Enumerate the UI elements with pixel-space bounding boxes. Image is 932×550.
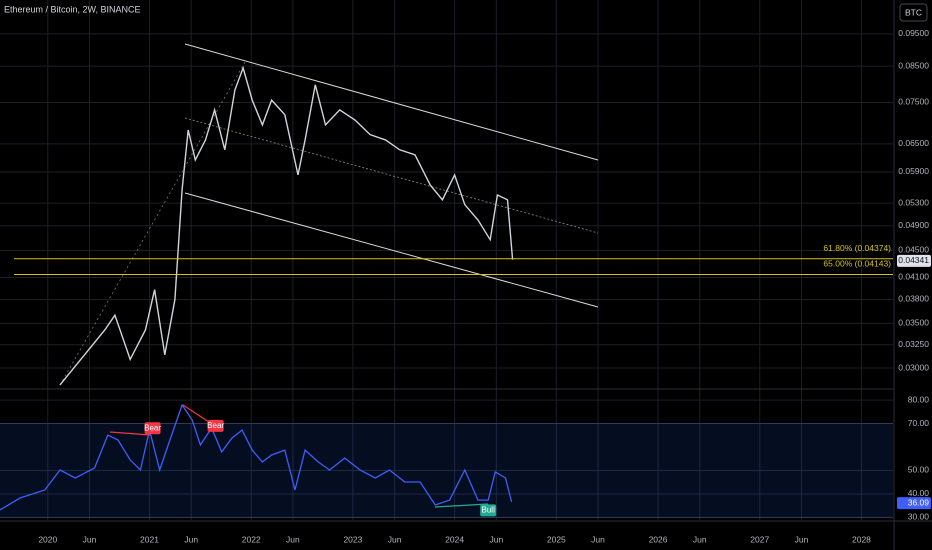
- channel-mid: [184, 117, 599, 234]
- price-tick-label: 0.04500: [898, 245, 929, 255]
- rsi-band: [0, 423, 893, 518]
- time-tick-label: 2022: [242, 534, 261, 544]
- overlay: 2020 Jun 2021 Jun 2022 Jun 2023 Jun 2024 Jun 2025 J…: [38, 28, 931, 544]
- time-tick-label: Jun: [489, 534, 503, 544]
- time-tick-label: Jun: [184, 534, 198, 544]
- time-tick-label: 2023: [343, 534, 362, 544]
- channel: [59, 43, 599, 386]
- divergence-label: Bear: [207, 421, 224, 430]
- rsi-tick-label: 30.00: [908, 512, 930, 522]
- rsi-line: [0, 403, 513, 511]
- price-tick-label: 0.05900: [898, 166, 929, 176]
- divergence-tag: [207, 419, 224, 432]
- divergence-tag: [144, 422, 161, 435]
- time-tick-label: 2026: [649, 534, 668, 544]
- rsi-last-box: [897, 497, 931, 510]
- price-tick-label: 0.03250: [898, 339, 929, 349]
- fib-anchor: [59, 61, 246, 386]
- time-tick-label: Jun: [83, 534, 97, 544]
- price-tick-label: 0.03000: [898, 362, 929, 372]
- fib-label: 65.00% (0.04143): [823, 259, 891, 269]
- divergence-line: [182, 404, 213, 425]
- time-tick-label: 2021: [140, 534, 159, 544]
- price-pane: [14, 65, 893, 386]
- time-tick-label: 2025: [547, 534, 566, 544]
- price-tick-label: 0.06500: [898, 138, 929, 148]
- rsi-pane: [0, 403, 893, 518]
- time-tick-label: 2027: [750, 534, 769, 544]
- currency-button[interactable]: [899, 3, 928, 22]
- time-tick-label: Jun: [795, 534, 809, 544]
- price-tick-label: 0.03500: [898, 318, 929, 328]
- time-tick-label: 2028: [852, 534, 871, 544]
- time-tick-label: Jun: [388, 534, 402, 544]
- last-price-label: 0.04341: [898, 255, 929, 265]
- rsi-tick-label: 50.00: [908, 465, 930, 475]
- price-tick-label: 0.07500: [898, 97, 929, 107]
- symbol-title: Ethereum / Bitcoin, 2W, BINANCE: [4, 4, 141, 14]
- divergence-line: [109, 431, 151, 436]
- rsi-tick-label: 80.00: [908, 394, 930, 404]
- last-price-box: [897, 254, 931, 267]
- price-tick-label: 0.04900: [898, 220, 929, 230]
- price-tick-label: 0.08500: [898, 60, 929, 70]
- rsi-tick-label: 70.00: [908, 418, 930, 428]
- price-line: [59, 65, 514, 386]
- currency-button-label[interactable]: BTC: [905, 7, 922, 17]
- time-tick-label: Jun: [286, 534, 300, 544]
- rsi-tick-label: 40.00: [908, 488, 930, 498]
- time-tick-label: Jun: [693, 534, 707, 544]
- price-tick-label: 0.05300: [898, 197, 929, 207]
- divergence-label: Bull: [482, 505, 496, 514]
- price-tick-label: 0.09500: [898, 28, 929, 38]
- channel-bottom: [184, 192, 599, 308]
- time-tick-label: Jun: [591, 534, 605, 544]
- divergence-label: Bear: [144, 423, 161, 432]
- rsi-last-label: 36.09: [908, 497, 930, 507]
- fib-label: 61.80% (0.04374): [823, 243, 891, 253]
- divergence-line: [434, 503, 489, 508]
- divergence-tag: [480, 504, 497, 517]
- price-tick-label: 0.04100: [898, 272, 929, 282]
- price-tick-label: 0.03800: [898, 294, 929, 304]
- channel-top: [184, 43, 599, 161]
- time-tick-label: 2024: [445, 534, 464, 544]
- time-tick-label: 2020: [38, 534, 57, 544]
